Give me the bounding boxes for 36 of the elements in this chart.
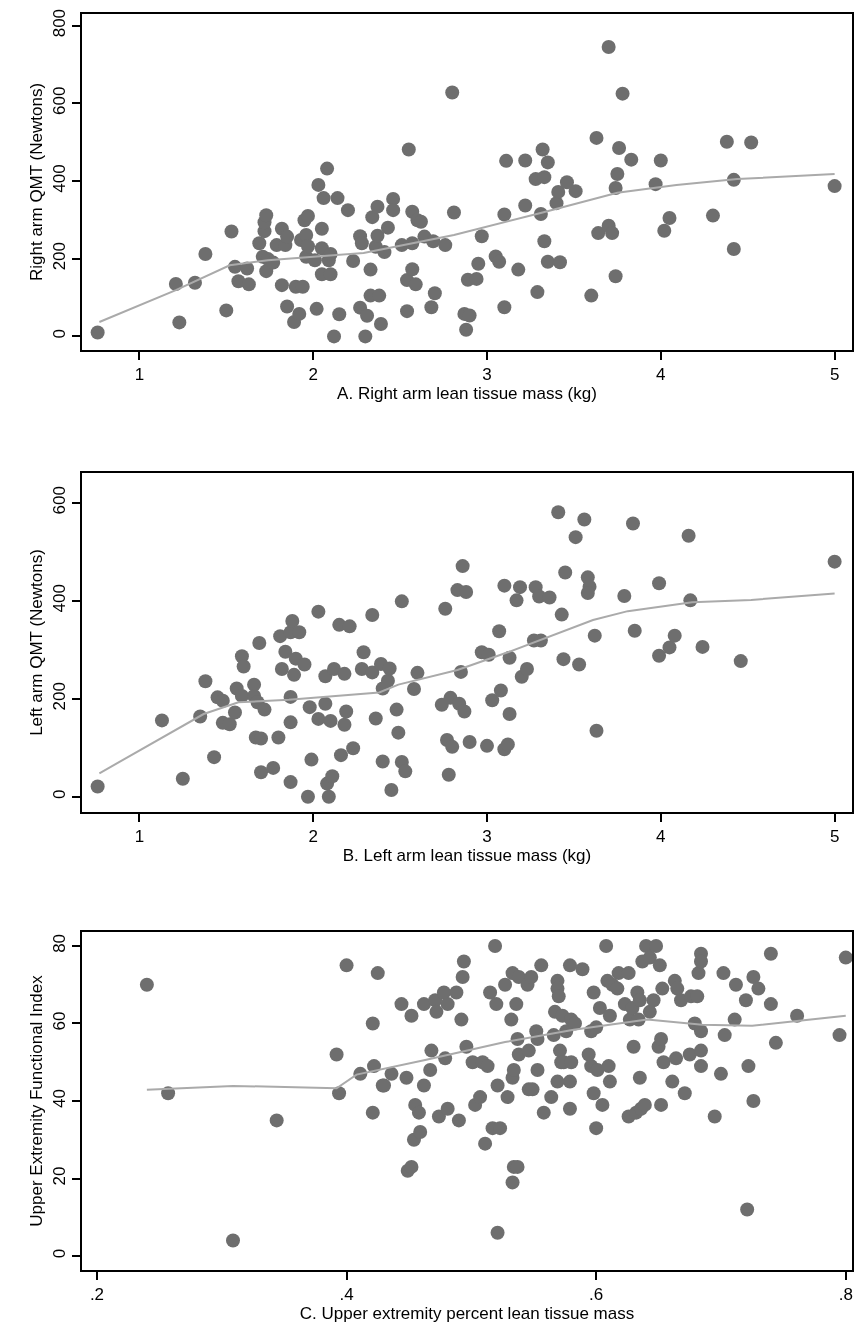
x-tick-label: 5 <box>829 365 840 385</box>
line-series <box>98 173 836 324</box>
y-axis-title: Left arm QMT (Newtons) <box>26 549 46 736</box>
x-axis-title: B. Left arm lean tissue mass (kg) <box>342 846 592 866</box>
x-tick-label: 3 <box>482 827 492 847</box>
y-tick-label: 0 <box>50 1248 70 1259</box>
y-axis-title: Right arm QMT (Newtons) <box>26 82 46 282</box>
y-tick-label: 60 <box>50 1011 70 1031</box>
line-series <box>98 592 836 775</box>
x-tick-label: 2 <box>308 827 318 847</box>
x-axis-title: A. Right arm lean tissue mass (kg) <box>337 384 597 404</box>
y-tick-label: 400 <box>50 584 70 613</box>
x-tick-label: 3 <box>482 365 492 385</box>
y-tick-label: 200 <box>50 682 70 711</box>
x-tick-label: .4 <box>339 1285 354 1305</box>
x-axis-title: C. Upper extremity percent lean tissue mass <box>299 1304 635 1324</box>
x-tick-label: .2 <box>89 1285 105 1305</box>
x-tick-label: 4 <box>656 365 666 385</box>
x-tick-label: 4 <box>656 827 666 847</box>
y-tick-label: 20 <box>50 1166 70 1186</box>
y-tick-label: 600 <box>50 486 70 515</box>
x-tick-label: .8 <box>838 1285 853 1305</box>
y-tick-label: 40 <box>50 1088 70 1108</box>
x-tick-label: 1 <box>134 827 145 847</box>
x-tick-label: .6 <box>589 1285 604 1305</box>
y-tick-label: 200 <box>50 241 70 271</box>
y-tick-label: 80 <box>50 933 70 953</box>
y-tick-label: 400 <box>50 164 70 193</box>
y-tick-label: 800 <box>50 8 70 38</box>
y-tick-label: 600 <box>50 86 70 115</box>
x-tick-label: 1 <box>134 365 145 385</box>
x-tick-label: 5 <box>829 827 840 847</box>
y-tick-label: 0 <box>50 789 70 799</box>
y-axis-title: Upper Extremity Functional Index <box>26 974 46 1227</box>
x-tick-label: 2 <box>308 365 318 385</box>
y-tick-label: 0 <box>50 329 70 339</box>
